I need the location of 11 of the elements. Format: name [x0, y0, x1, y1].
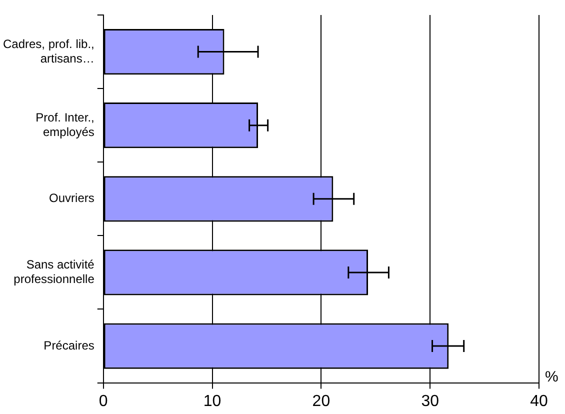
x-tick-label: 10 — [203, 392, 222, 410]
y-tick-label: Ouvriers — [49, 191, 94, 206]
y-tick-label: Prof. Inter., employés — [36, 110, 94, 139]
y-tick-label: Sans activité professionnelle — [14, 258, 95, 286]
y-tick-label: Précaires — [44, 338, 94, 352]
x-tick-label: 0 — [98, 392, 108, 410]
x-tick-label: 20 — [312, 392, 330, 410]
x-axis-title: % — [545, 368, 558, 386]
x-tick-label: 30 — [421, 392, 440, 410]
x-tick-label: 40 — [530, 392, 548, 410]
y-tick-label: Cadres, prof. lib., artisans… — [2, 36, 94, 66]
